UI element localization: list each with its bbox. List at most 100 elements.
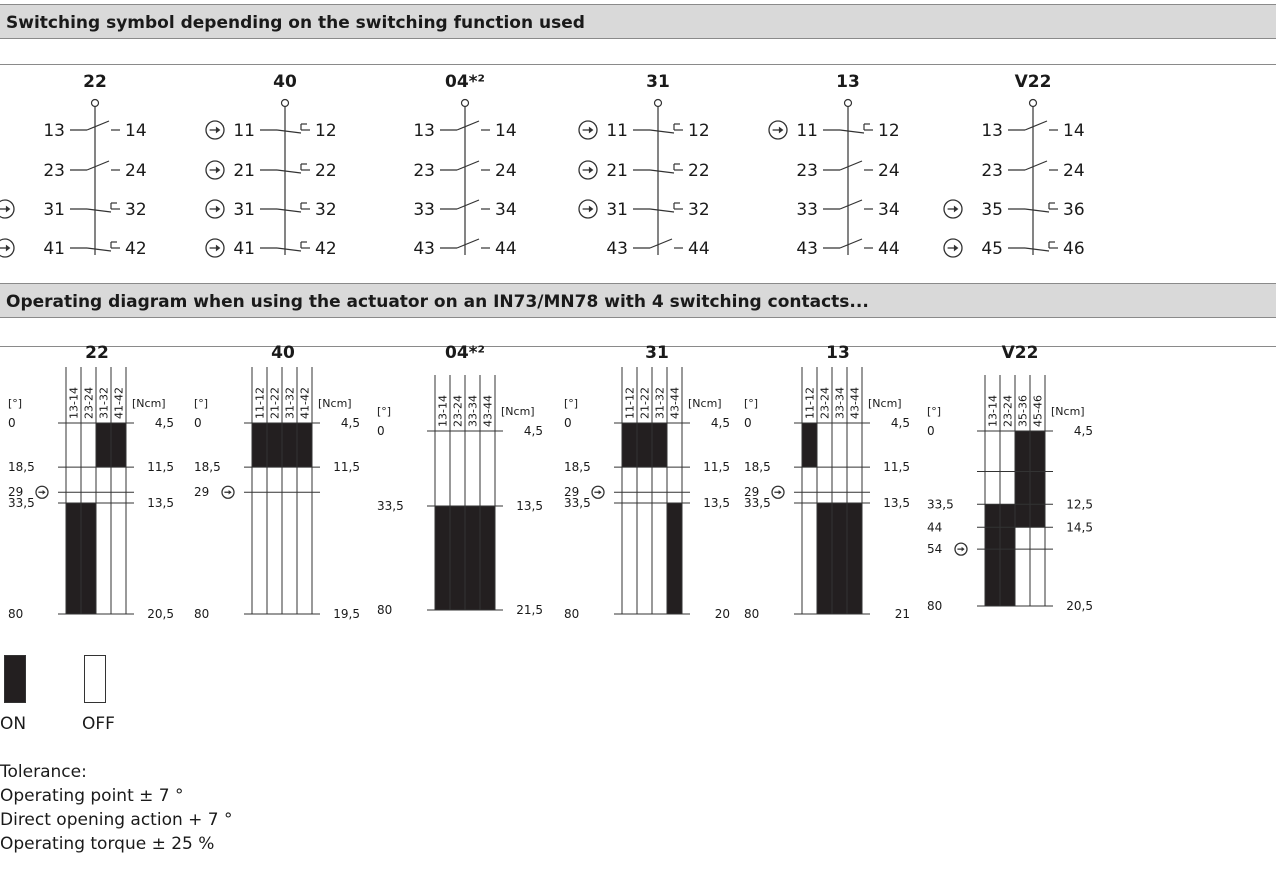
contact-blade: [649, 208, 675, 213]
torque-label: 20: [715, 607, 730, 621]
torque-label: 4,5: [155, 416, 174, 430]
on-segment: [66, 502, 81, 614]
tolerance-operating-torque: Operating torque ± 25 %: [0, 834, 215, 854]
contact-label-left: 23: [413, 161, 435, 181]
diagram-title: V22: [1002, 343, 1039, 363]
arrow-circle: [0, 199, 15, 219]
arrow-circle: [35, 485, 49, 499]
section-header-switching-symbol: Switching symbol depending on the switch…: [0, 4, 1276, 39]
diagram-title: 22: [85, 343, 109, 363]
switch-symbol-title: 13: [836, 72, 860, 92]
actuator-circle: [460, 98, 470, 108]
contact-header: 23-24: [819, 387, 832, 419]
degree-label: 18,5: [564, 460, 591, 474]
contact-blade: [276, 129, 302, 134]
torque-label: 13,5: [147, 496, 174, 510]
direct-opening-icon: [943, 199, 963, 219]
degree-label: 80: [927, 599, 942, 613]
on-segment: [297, 423, 312, 468]
contact-label-right: 46: [1063, 239, 1085, 259]
degree-label: 80: [564, 607, 579, 621]
torque-label: 20,5: [1066, 599, 1093, 613]
contact-label-right: 24: [878, 161, 900, 181]
contact-header: 31-32: [98, 387, 111, 419]
on-segment: [1030, 431, 1045, 528]
arrow-circle: [0, 238, 15, 258]
contact-label-right: 42: [315, 239, 337, 259]
degree-label: 0: [744, 416, 752, 430]
contact-blade: [86, 160, 110, 171]
contact-label-left: 13: [43, 121, 65, 141]
contact-label-left: 23: [43, 161, 65, 181]
on-segment: [450, 505, 465, 610]
arrow-circle: [205, 160, 225, 180]
contact-blade: [276, 208, 302, 213]
arrow-head: [778, 126, 784, 134]
torque-label: 21: [895, 607, 910, 621]
direct-opening-point-icon: [35, 485, 49, 499]
arrow-circle: [578, 199, 598, 219]
contact-blade: [86, 120, 110, 131]
direct-opening-icon: [0, 238, 15, 258]
section-header-operating-diagram: Operating diagram when using the actuato…: [0, 283, 1276, 318]
contact-label-left: 21: [233, 161, 255, 181]
torque-label: 11,5: [703, 460, 730, 474]
diagram-title: 04*²: [445, 343, 485, 363]
contact-blade: [839, 199, 863, 210]
arrow-circle: [205, 120, 225, 140]
contact-label-right: 44: [878, 239, 900, 259]
direct-opening-icon: [205, 160, 225, 180]
contact-label-right: 14: [125, 121, 147, 141]
contact-label-right: 14: [1063, 121, 1085, 141]
degree-label: 29: [564, 485, 579, 499]
contact-blade: [1024, 120, 1048, 131]
direct-opening-icon: [943, 238, 963, 258]
torque-label: 13,5: [883, 496, 910, 510]
contact-header: 43-44: [669, 387, 682, 419]
torque-label: 11,5: [333, 460, 360, 474]
contact-label-right: 32: [125, 200, 147, 220]
actuator-circle: [280, 98, 290, 108]
on-segment: [622, 423, 637, 468]
on-segment: [96, 423, 111, 468]
arrow-head: [778, 489, 782, 495]
diagram-title: 13: [826, 343, 850, 363]
contact-label-right: 22: [315, 161, 337, 181]
operating-diagram-0: [58, 367, 134, 615]
contact-blade: [276, 169, 302, 174]
on-segment: [252, 423, 267, 468]
direct-opening-icon: [205, 120, 225, 140]
contact-label-left: 11: [233, 121, 255, 141]
degree-unit-label: [°]: [8, 397, 22, 410]
contact-label-left: 43: [413, 239, 435, 259]
degree-label: 18,5: [8, 460, 35, 474]
diagram-title: 40: [271, 343, 295, 363]
arrow-head: [953, 244, 959, 252]
diagram-title: 31: [645, 343, 669, 363]
arrow-circle: [221, 485, 235, 499]
contact-header: 43-44: [849, 387, 862, 419]
operating-diagram-5: [977, 375, 1053, 607]
operating-diagram-4: [794, 367, 870, 615]
contact-header: 31-32: [654, 387, 667, 419]
contact-blade: [1024, 208, 1050, 213]
contact-label-left: 21: [606, 161, 628, 181]
degree-label: 33,5: [377, 499, 404, 513]
on-segment: [832, 502, 847, 614]
degree-label: 80: [194, 607, 209, 621]
contact-header: 11-12: [254, 387, 267, 419]
operating-diagram-1: [244, 367, 320, 615]
tolerance-title: Tolerance:: [0, 762, 87, 782]
arrow-head: [953, 205, 959, 213]
contact-blade: [456, 199, 480, 210]
contact-label-right: 36: [1063, 200, 1085, 220]
arrow-circle: [943, 238, 963, 258]
direct-opening-icon: [578, 160, 598, 180]
contact-header: 13-14: [68, 387, 81, 419]
contact-blade: [1024, 247, 1050, 252]
degree-label: 44: [927, 520, 942, 534]
torque-unit-label: [Ncm]: [132, 397, 166, 410]
arrow-head: [598, 489, 602, 495]
contact-header: 21-22: [269, 387, 282, 419]
arrow-head: [5, 244, 11, 252]
